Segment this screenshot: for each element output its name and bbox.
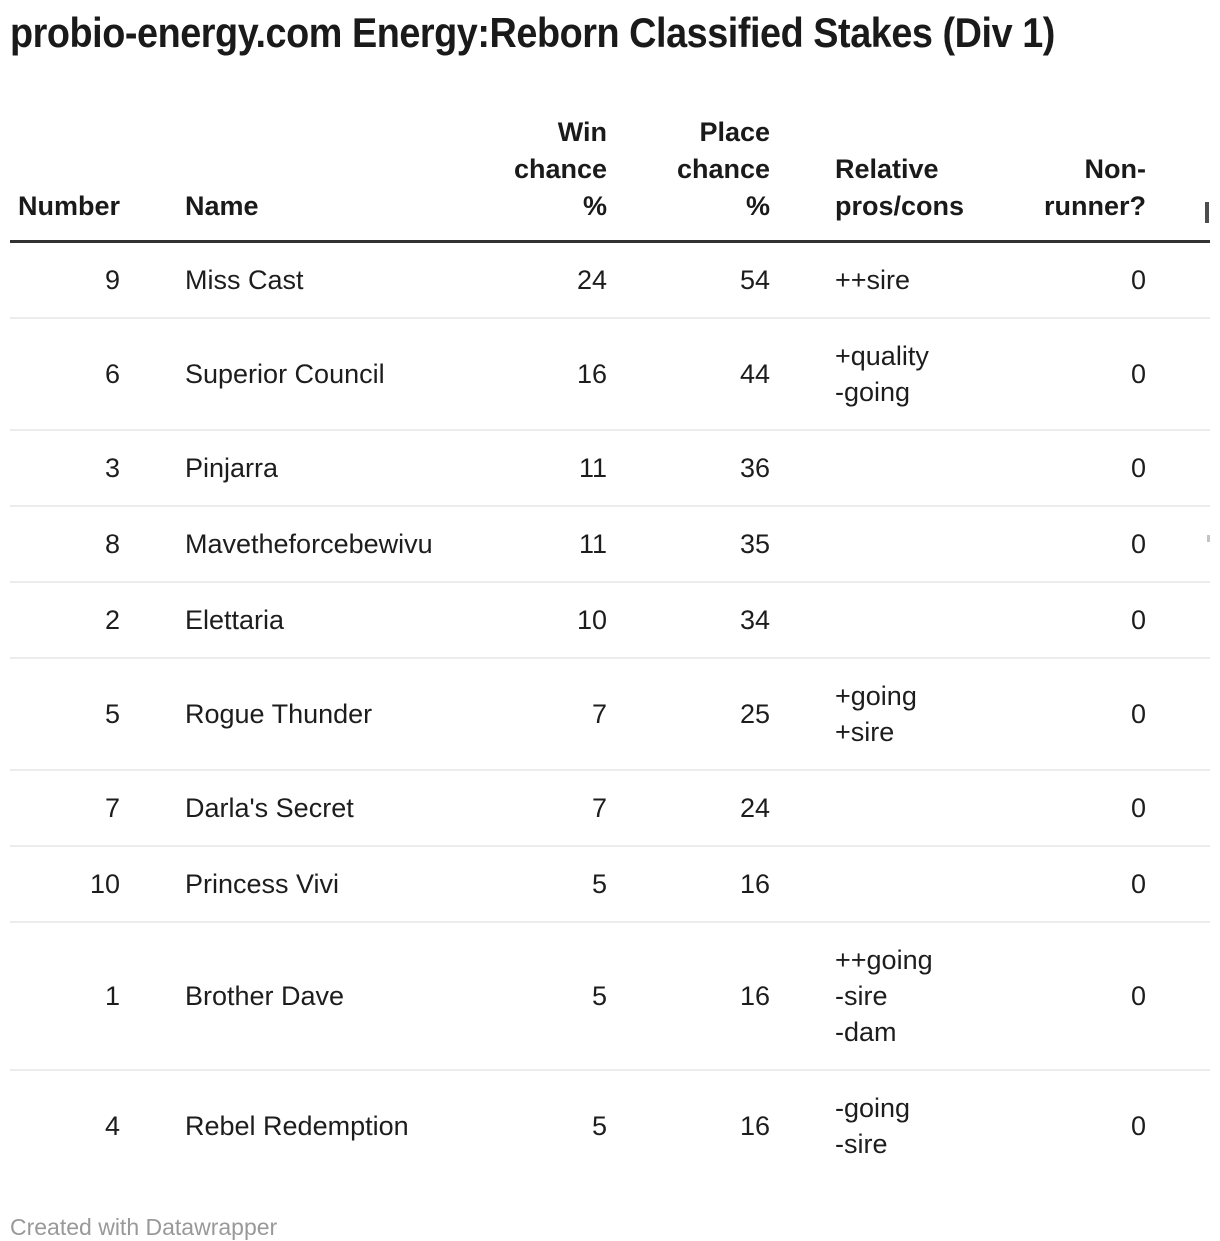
table-row: 8 Mavetheforcebewivu 11 35 0 xyxy=(10,506,1210,583)
cell-non-runner: 0 xyxy=(960,770,1146,847)
cell-clipped xyxy=(1146,922,1210,1071)
cell-name: Pinjarra xyxy=(120,430,440,507)
cell-name: Brother Dave xyxy=(120,922,440,1071)
cell-place-chance: 25 xyxy=(607,658,770,771)
cell-number: 1 xyxy=(10,922,120,1071)
table-row: 3 Pinjarra 11 36 0 xyxy=(10,430,1210,507)
cell-name: Rebel Redemption xyxy=(185,1111,409,1141)
header-cell-win-chance: Win chance % xyxy=(440,58,607,243)
cell-pros-cons xyxy=(770,770,960,847)
header-cell-number: Number xyxy=(10,58,120,243)
cell-pros-cons xyxy=(770,846,960,923)
cell-name: Miss Cast xyxy=(120,241,440,319)
cell-win-chance: 5 xyxy=(440,922,607,1071)
table-row: 6 Superior Council 16 44 +quality -going… xyxy=(10,318,1210,431)
page-title: probio-energy.com Energy:Reborn Classifi… xyxy=(10,9,1055,56)
header-cell-name: Name xyxy=(120,58,440,243)
cell-pros-cons xyxy=(770,582,960,659)
cell-non-runner: 0 xyxy=(960,318,1146,431)
clipped-text-fragment xyxy=(1205,202,1209,223)
cell-pros-cons: ++going -sire -dam xyxy=(770,922,960,1071)
cell-name: Darla's Secret xyxy=(120,770,440,847)
clipped-text-fragment xyxy=(1207,535,1210,542)
cell-non-runner: 0 xyxy=(960,658,1146,771)
cell-non-runner: 0 xyxy=(960,241,1146,319)
cell-non-runner: 0 xyxy=(960,922,1146,1071)
cell-win-chance: 7 xyxy=(440,770,607,847)
cell-win-chance: 7 xyxy=(440,658,607,771)
cell-number: 8 xyxy=(10,506,120,583)
header-cell-place-chance: Place chance % xyxy=(607,58,770,243)
cell-name: Mavetheforcebewivu xyxy=(120,506,440,583)
table-row: 10 Princess Vivi 5 16 0 xyxy=(10,846,1210,923)
cell-non-runner: 0 xyxy=(1130,1111,1146,1141)
cell-place-chance: 54 xyxy=(607,241,770,319)
cell-place-chance: 34 xyxy=(607,582,770,659)
cell-non-runner: 0 xyxy=(960,430,1146,507)
cell-non-runner: 0 xyxy=(960,506,1146,583)
cell-place-chance: 44 xyxy=(607,318,770,431)
cell-number: 2 xyxy=(10,582,120,659)
cell-clipped xyxy=(1146,506,1210,583)
cell-win-chance: 24 xyxy=(440,241,607,319)
cell-number: 5 xyxy=(10,658,120,771)
cell-win-chance: 10 xyxy=(440,582,607,659)
cell-win-chance: 16 xyxy=(440,318,607,431)
cell-place-chance: 16 xyxy=(607,922,770,1071)
cell-pros-cons xyxy=(770,506,960,583)
cell-number: 9 xyxy=(10,241,120,319)
table-row: 5 Rogue Thunder 7 25 +going +sire 0 xyxy=(10,658,1210,771)
cell-place-chance: 16 xyxy=(607,846,770,923)
cell-pros-cons: +quality -going xyxy=(770,318,960,431)
cell-pros-cons: -going -sire xyxy=(835,1093,911,1159)
data-table: Number Name Win chance % Place chance % … xyxy=(10,58,1210,1181)
cell-clipped xyxy=(1146,1070,1210,1181)
cell-win-chance: 11 xyxy=(440,506,607,583)
table-row: 1 Brother Dave 5 16 ++going -sire -dam 0 xyxy=(10,922,1210,1071)
cell-pros-cons xyxy=(770,430,960,507)
header-cell-clipped xyxy=(1146,58,1210,243)
cell-number: 6 xyxy=(10,318,120,431)
table-row: 7 Darla's Secret 7 24 0 xyxy=(10,770,1210,847)
cell-clipped xyxy=(1146,846,1210,923)
cell-number: 4 xyxy=(104,1111,120,1141)
cell-clipped xyxy=(1146,430,1210,507)
cell-clipped xyxy=(1146,582,1210,659)
cell-place-chance: 35 xyxy=(607,506,770,583)
table-row: 4 Rebel Redemption 5 16 -going -sire 0 xyxy=(10,1070,1210,1181)
table-row: 2 Elettaria 10 34 0 xyxy=(10,582,1210,659)
cell-clipped xyxy=(1146,241,1210,319)
datawrapper-credit: Created with Datawrapper xyxy=(10,1214,278,1240)
cell-number: 7 xyxy=(10,770,120,847)
cell-pros-cons: +going +sire xyxy=(770,658,960,771)
table-row: 9 Miss Cast 24 54 ++sire 0 xyxy=(10,241,1210,319)
cell-number: 3 xyxy=(10,430,120,507)
cell-non-runner: 0 xyxy=(960,582,1146,659)
cell-clipped xyxy=(1146,658,1210,771)
cell-win-chance: 11 xyxy=(440,430,607,507)
cell-clipped xyxy=(1146,318,1210,431)
cell-win-chance: 5 xyxy=(440,846,607,923)
header-cell-non-runner: Non- runner? xyxy=(960,58,1146,243)
cell-win-chance: 5 xyxy=(591,1111,607,1141)
cell-clipped xyxy=(1146,770,1210,847)
data-table-container: Number Name Win chance % Place chance % … xyxy=(10,58,1220,1181)
cell-name: Superior Council xyxy=(120,318,440,431)
cell-name: Rogue Thunder xyxy=(120,658,440,771)
cell-place-chance: 16 xyxy=(739,1111,770,1141)
cell-name: Princess Vivi xyxy=(120,846,440,923)
cell-pros-cons: ++sire xyxy=(770,241,960,319)
header-cell-pros-cons: Relative pros/cons xyxy=(770,58,964,243)
cell-place-chance: 36 xyxy=(607,430,770,507)
header-row: Number Name Win chance % Place chance % … xyxy=(10,58,1210,243)
cell-name: Elettaria xyxy=(120,582,440,659)
cell-number: 10 xyxy=(10,846,120,923)
cell-non-runner: 0 xyxy=(960,846,1146,923)
cell-place-chance: 24 xyxy=(607,770,770,847)
